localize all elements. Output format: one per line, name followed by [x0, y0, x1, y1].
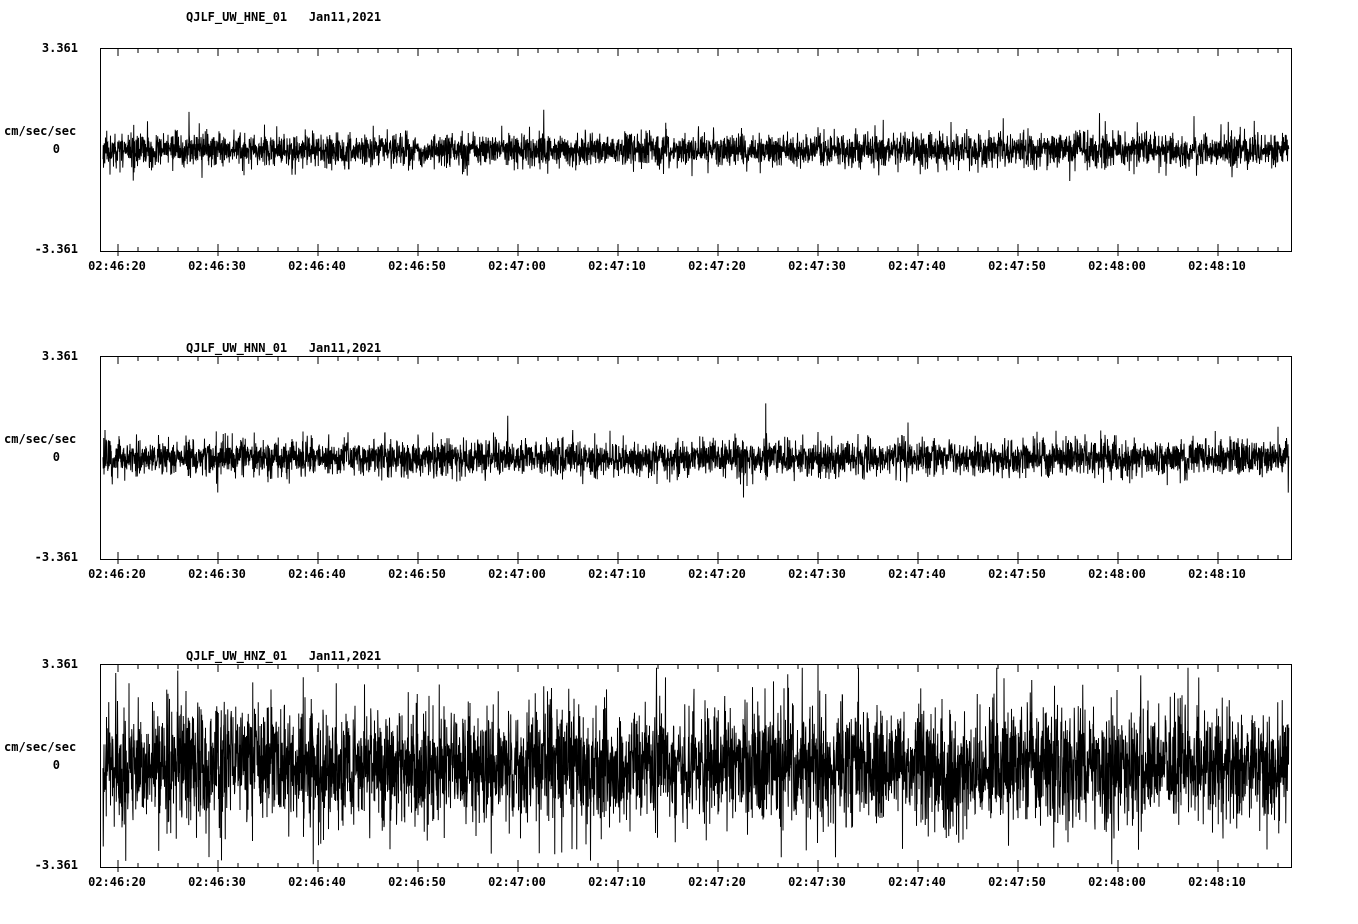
x-tick-label: 02:47:40 [888, 875, 946, 889]
x-tick-label: 02:48:10 [1188, 875, 1246, 889]
axis-ticks [117, 49, 1279, 256]
y-tick-min: -3.361 [34, 242, 78, 256]
y-tick-min: -3.361 [34, 858, 78, 872]
x-tick-label: 02:46:50 [388, 567, 446, 581]
waveform-svg [102, 665, 1290, 872]
x-tick-label: 02:46:20 [88, 259, 146, 273]
x-tick-label: 02:47:50 [988, 875, 1046, 889]
waveform-svg [102, 357, 1290, 564]
x-axis-labels: 02:46:20 02:46:30 02:46:40 02:46:50 02:47:00… [0, 259, 1358, 275]
axis-ticks [117, 357, 1279, 564]
x-tick-label: 02:46:20 [88, 567, 146, 581]
panel-title: QJLF_UW_HNZ_01 Jan11,2021 [186, 649, 382, 663]
x-tick-label: 02:47:10 [588, 567, 646, 581]
x-tick-label: 02:46:30 [188, 259, 246, 273]
x-tick-label: 02:48:00 [1088, 567, 1146, 581]
waveform-trace [102, 109, 1290, 182]
y-tick-min: -3.361 [34, 550, 78, 564]
waveform-svg [102, 49, 1290, 256]
x-tick-label: 02:48:00 [1088, 875, 1146, 889]
x-tick-label: 02:47:10 [588, 259, 646, 273]
panel-hne: QJLF_UW_HNE_01 Jan11,2021 3.361 cm/sec/s… [0, 0, 1358, 308]
y-tick-max: 3.361 [41, 41, 78, 55]
x-tick-label: 02:46:40 [288, 259, 346, 273]
x-tick-label: 02:47:00 [488, 567, 546, 581]
x-tick-label: 02:48:10 [1188, 567, 1246, 581]
x-tick-label: 02:47:00 [488, 259, 546, 273]
x-tick-label: 02:46:30 [188, 875, 246, 889]
y-tick-zero: 0 [52, 758, 60, 772]
x-tick-label: 02:47:20 [688, 259, 746, 273]
x-tick-label: 02:48:00 [1088, 259, 1146, 273]
y-tick-max: 3.361 [41, 349, 78, 363]
waveform-trace [102, 667, 1290, 865]
x-tick-label: 02:46:40 [288, 567, 346, 581]
x-tick-label: 02:47:50 [988, 259, 1046, 273]
x-axis-labels: 02:46:20 02:46:30 02:46:40 02:46:50 02:47:00… [0, 567, 1358, 583]
x-tick-label: 02:47:20 [688, 567, 746, 581]
plot-area [100, 664, 1292, 872]
plot-area [100, 356, 1292, 564]
x-tick-label: 02:47:30 [788, 259, 846, 273]
x-tick-label: 02:47:40 [888, 259, 946, 273]
x-tick-label: 02:46:20 [88, 875, 146, 889]
panel-title: QJLF_UW_HNE_01 Jan11,2021 [186, 10, 382, 24]
panel-hnz: QJLF_UW_HNZ_01 Jan11,2021 3.361 cm/sec/s… [0, 616, 1358, 924]
x-tick-label: 02:47:40 [888, 567, 946, 581]
x-tick-label: 02:46:40 [288, 875, 346, 889]
y-axis-units-label: cm/sec/sec [4, 740, 77, 754]
x-tick-label: 02:46:30 [188, 567, 246, 581]
x-tick-label: 02:47:50 [988, 567, 1046, 581]
y-tick-zero: 0 [52, 450, 60, 464]
x-axis-labels: 02:46:20 02:46:30 02:46:40 02:46:50 02:47:00… [0, 875, 1358, 891]
x-tick-label: 02:47:00 [488, 875, 546, 889]
x-tick-label: 02:46:50 [388, 259, 446, 273]
x-tick-label: 02:48:10 [1188, 259, 1246, 273]
axis-ticks [117, 665, 1279, 872]
panel-title: QJLF_UW_HNN_01 Jan11,2021 [186, 341, 382, 355]
waveform-trace [102, 403, 1290, 498]
x-tick-label: 02:47:30 [788, 567, 846, 581]
y-tick-max: 3.361 [41, 657, 78, 671]
y-tick-zero: 0 [52, 142, 60, 156]
x-tick-label: 02:47:10 [588, 875, 646, 889]
x-tick-label: 02:47:30 [788, 875, 846, 889]
y-axis-units-label: cm/sec/sec [4, 124, 77, 138]
x-tick-label: 02:46:50 [388, 875, 446, 889]
x-tick-label: 02:47:20 [688, 875, 746, 889]
y-axis-units-label: cm/sec/sec [4, 432, 77, 446]
panel-hnn: QJLF_UW_HNN_01 Jan11,2021 3.361 cm/sec/s… [0, 308, 1358, 616]
plot-area [100, 48, 1292, 256]
